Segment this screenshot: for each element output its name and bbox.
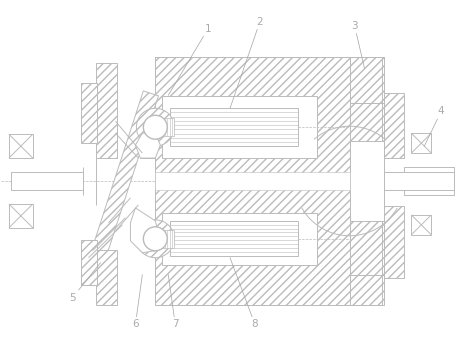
Bar	[404, 167, 454, 195]
Bar	[160, 230, 174, 248]
Bar	[349, 275, 384, 305]
Bar	[170, 221, 298, 256]
Polygon shape	[130, 208, 160, 253]
Text: 1: 1	[168, 24, 211, 95]
Circle shape	[143, 227, 167, 251]
Circle shape	[137, 108, 174, 146]
Text: 5: 5	[69, 263, 100, 302]
Bar	[9, 204, 33, 228]
Bar	[160, 118, 174, 136]
Bar	[155, 172, 349, 190]
Bar	[384, 172, 454, 190]
Bar	[349, 57, 384, 293]
Bar	[155, 57, 383, 305]
Text: 8: 8	[230, 258, 258, 330]
Text: 3: 3	[351, 21, 365, 69]
Text: 4: 4	[424, 106, 445, 146]
Bar	[411, 133, 431, 153]
Circle shape	[137, 220, 174, 258]
Bar	[81, 83, 97, 143]
Bar	[11, 172, 82, 190]
Bar	[96, 250, 118, 305]
Bar	[162, 213, 317, 265]
Bar	[81, 240, 97, 285]
Bar	[162, 96, 317, 158]
Bar	[349, 57, 384, 103]
Circle shape	[143, 115, 167, 139]
Text: 2: 2	[230, 17, 263, 108]
Polygon shape	[136, 133, 160, 158]
Bar	[9, 134, 33, 158]
Bar	[170, 108, 298, 146]
Bar	[96, 64, 118, 158]
Text: 6: 6	[132, 275, 142, 330]
Bar	[411, 215, 431, 235]
Bar	[384, 206, 404, 278]
Bar	[384, 93, 404, 158]
Bar	[349, 141, 384, 221]
Text: 7: 7	[168, 275, 179, 330]
Polygon shape	[86, 91, 158, 271]
